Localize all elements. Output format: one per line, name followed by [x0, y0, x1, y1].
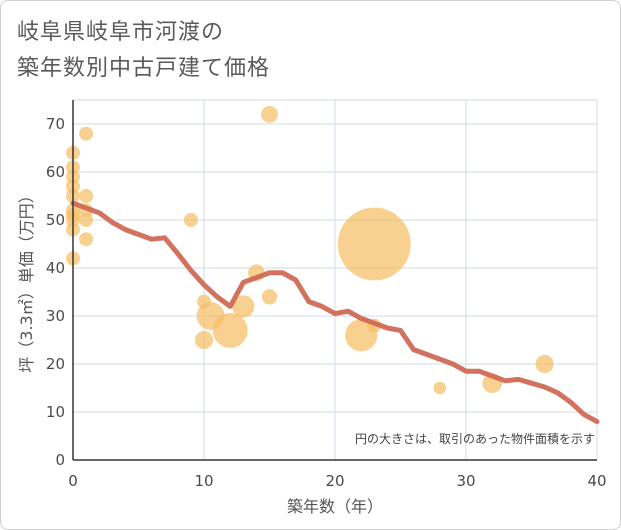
x-tick-label: 0 — [68, 472, 78, 490]
trend-line — [70, 200, 600, 425]
y-tick-label: 0 — [55, 451, 65, 469]
y-tick-label: 40 — [46, 259, 65, 277]
trend-layer — [70, 200, 600, 425]
x-tick-label: 30 — [456, 472, 475, 490]
y-tick-label: 30 — [46, 307, 65, 325]
scatter-point — [433, 381, 447, 395]
scatter-point — [79, 126, 94, 141]
y-tick-label: 60 — [46, 163, 65, 181]
chart-title-line1: 岐阜県岐阜市河渡の — [17, 20, 225, 45]
scatter-point — [261, 289, 278, 305]
y-axis-label: 坪（3.3㎡）単価（万円） — [17, 187, 36, 372]
y-tick-label: 70 — [46, 115, 65, 133]
scatter-point — [212, 312, 248, 348]
axes: 0 10 20 30 40 0 10 20 30 40 50 60 70 — [46, 100, 607, 490]
scatter-point — [337, 207, 411, 281]
scatter-point — [261, 106, 278, 123]
x-axis-label: 築年数（年） — [287, 497, 383, 516]
scatter-point — [194, 330, 214, 350]
scatter-point — [232, 295, 255, 318]
size-note: 円の大きさは、取引のあった物件面積を示す — [355, 431, 595, 446]
scatter-point — [79, 232, 94, 247]
scatter-point — [183, 213, 198, 227]
chart-title-line2: 築年数別中古戸建て価格 — [17, 56, 271, 81]
x-tick-label: 10 — [194, 472, 213, 490]
chart-title: 岐阜県岐阜市河渡の 築年数別中古戸建て価格 — [17, 15, 270, 87]
scatter-point — [79, 213, 94, 227]
scatter-point — [535, 354, 554, 374]
y-tick-label: 10 — [46, 403, 65, 421]
y-tick-label: 20 — [46, 355, 65, 373]
bubble-layer — [66, 106, 554, 395]
scatter-point — [79, 189, 94, 203]
y-tick-label: 50 — [46, 211, 65, 229]
grid — [72, 99, 598, 461]
x-tick-label: 20 — [325, 472, 344, 490]
x-tick-label: 40 — [587, 472, 606, 490]
